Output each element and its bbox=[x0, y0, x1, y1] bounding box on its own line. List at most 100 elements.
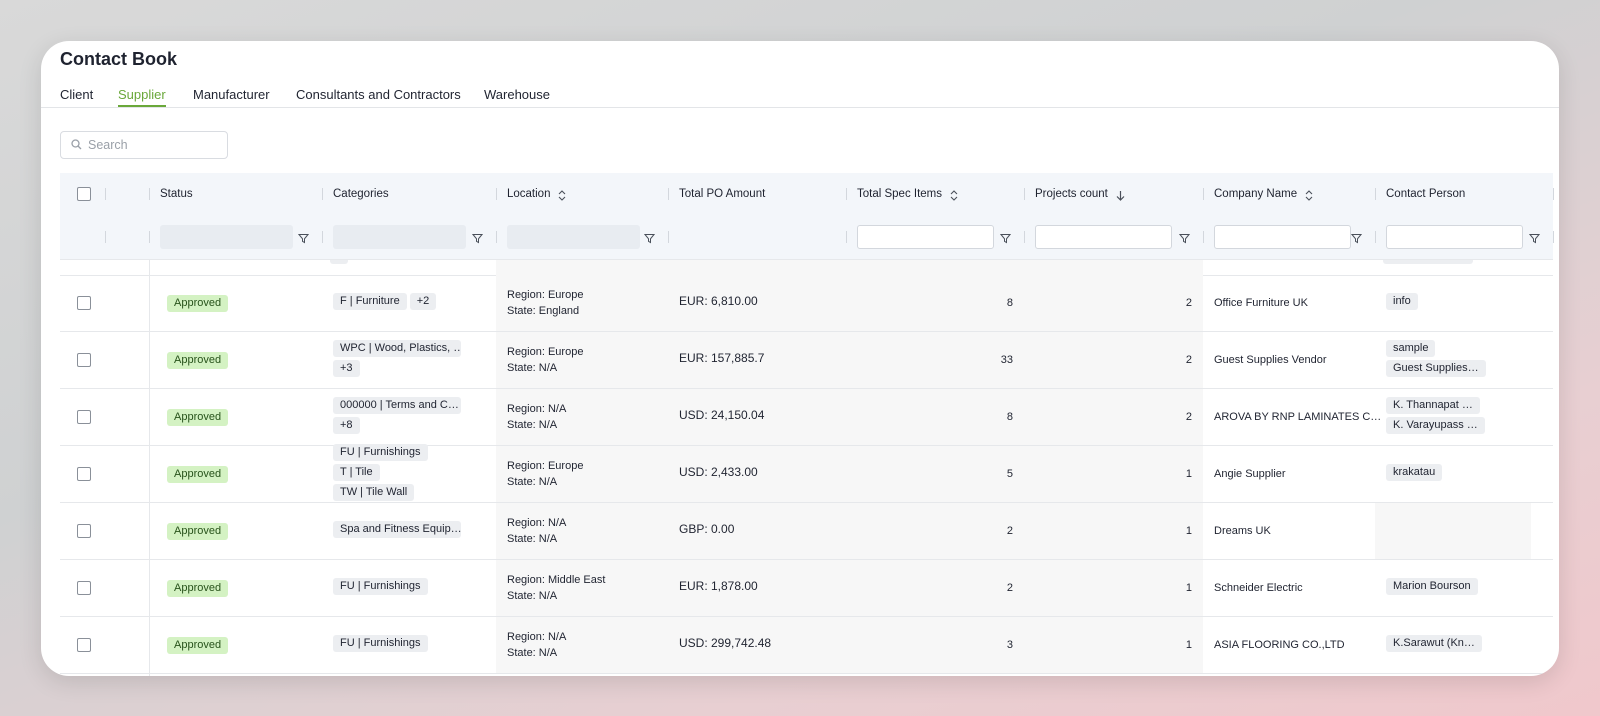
filter-icon[interactable] bbox=[471, 231, 484, 249]
location-line: State: N/A bbox=[507, 590, 558, 602]
row-checkbox[interactable] bbox=[77, 467, 91, 481]
category-tag: +2 bbox=[409, 293, 437, 310]
contact-tags: Marion Bourson bbox=[1386, 578, 1481, 598]
cell-bg bbox=[668, 332, 846, 388]
projects-count: 2 bbox=[1185, 411, 1192, 423]
category-tag: FU | Furnishings bbox=[333, 635, 428, 652]
total-po-amount: USD: 299,742.48 bbox=[679, 636, 772, 650]
cell-bg bbox=[668, 275, 846, 331]
table-row: Approved F | Furniture +2 Region: Europe Sta… bbox=[60, 275, 1553, 332]
row-checkbox[interactable] bbox=[77, 638, 91, 652]
cell-bg bbox=[846, 389, 1024, 445]
category-tags: WPC | Wood, Plastics, … +3 bbox=[333, 340, 465, 380]
tag-fragment bbox=[1383, 260, 1473, 264]
select-all-checkbox[interactable] bbox=[77, 187, 91, 201]
location-line: State: N/A bbox=[507, 533, 558, 545]
column-divider bbox=[1375, 188, 1376, 200]
contact-tag: Guest Supplies… bbox=[1386, 360, 1486, 377]
filter-input[interactable] bbox=[507, 225, 640, 249]
filter-icon[interactable] bbox=[999, 231, 1012, 249]
contact-tag: Marion Bourson bbox=[1386, 578, 1478, 595]
status-tag: Approved bbox=[167, 294, 229, 312]
sort-icon[interactable] bbox=[558, 188, 566, 206]
column-header: Categories bbox=[333, 188, 389, 200]
tab[interactable]: Manufacturer bbox=[193, 87, 270, 102]
status-tag: Approved bbox=[167, 636, 229, 654]
cell-bg bbox=[496, 260, 668, 275]
filter-icon-glyph bbox=[643, 234, 656, 244]
total-spec-items: 2 bbox=[1006, 582, 1013, 594]
cell-bg bbox=[1024, 260, 1203, 275]
filter-input[interactable] bbox=[1035, 225, 1172, 249]
total-spec-items: 5 bbox=[1006, 468, 1013, 480]
sort-icon[interactable] bbox=[1116, 188, 1125, 206]
status-tag: Approved bbox=[167, 408, 229, 426]
contact-tag: K.Sarawut (Kn… bbox=[1386, 635, 1482, 652]
cell-bg bbox=[668, 389, 846, 445]
filter-input[interactable] bbox=[160, 225, 293, 249]
row-checkbox[interactable] bbox=[77, 524, 91, 538]
contact-tags: K.Sarawut (Kn… bbox=[1386, 635, 1485, 655]
table-row: Approved FU | Furnishings Region: Middle E… bbox=[60, 560, 1553, 617]
filter-input[interactable] bbox=[857, 225, 994, 249]
location-line: State: N/A bbox=[507, 362, 558, 374]
row-checkbox[interactable] bbox=[77, 581, 91, 595]
column-divider bbox=[846, 188, 847, 200]
cell-bg bbox=[1024, 332, 1203, 388]
cell-bg bbox=[668, 617, 846, 673]
category-tag: T | Tile bbox=[333, 464, 380, 481]
category-tag: FU | Furnishings bbox=[333, 444, 428, 461]
location-line: Region: N/A bbox=[507, 631, 567, 643]
sort-icon[interactable] bbox=[1305, 188, 1313, 206]
category-tag: 000000 | Terms and C… bbox=[333, 397, 461, 414]
cell-bg bbox=[846, 260, 1024, 275]
filter-icon[interactable] bbox=[297, 231, 310, 249]
filter-input[interactable] bbox=[1214, 225, 1351, 249]
row-checkbox[interactable] bbox=[77, 410, 91, 424]
table-row: Approved FU | Furnishings Region: N/A State… bbox=[60, 617, 1553, 674]
row-checkbox[interactable] bbox=[77, 296, 91, 310]
tag-fragment bbox=[330, 260, 348, 264]
cell-bg bbox=[496, 332, 668, 388]
sort-icon-glyph bbox=[558, 190, 566, 201]
projects-count: 1 bbox=[1185, 582, 1192, 594]
contact-tags: krakatau bbox=[1386, 464, 1445, 484]
location-line: State: N/A bbox=[507, 647, 558, 659]
column-divider bbox=[105, 188, 106, 200]
filter-icon[interactable] bbox=[1528, 231, 1541, 249]
filter-icon[interactable] bbox=[1350, 231, 1363, 249]
tab[interactable]: Warehouse bbox=[484, 87, 550, 102]
sort-icon[interactable] bbox=[950, 188, 958, 206]
tab[interactable]: Client bbox=[60, 87, 94, 102]
column-divider bbox=[105, 231, 106, 243]
tab[interactable]: Consultants and Contractors bbox=[296, 87, 461, 102]
contact-tag: krakatau bbox=[1386, 464, 1443, 481]
cell-bg bbox=[846, 617, 1024, 673]
company-name: Guest Supplies Vendor bbox=[1214, 354, 1327, 366]
filter-input[interactable] bbox=[333, 225, 466, 249]
category-tags: FU | Furnishings bbox=[333, 578, 465, 598]
company-name: Dreams UK bbox=[1214, 525, 1271, 537]
column-header: Projects count bbox=[1035, 188, 1108, 200]
contact-tags: sample Guest Supplies… bbox=[1386, 340, 1489, 380]
location-line: State: England bbox=[507, 305, 580, 317]
location-line: State: N/A bbox=[507, 476, 558, 488]
search-box[interactable]: Search bbox=[60, 131, 228, 159]
location: Region: Europe State: N/A bbox=[507, 344, 583, 376]
row-checkbox[interactable] bbox=[77, 353, 91, 367]
filter-input[interactable] bbox=[1386, 225, 1523, 249]
filter-icon[interactable] bbox=[643, 231, 656, 249]
contact-tag: K. Varayupass … bbox=[1386, 417, 1485, 434]
contact-book-card: Contact Book Search Status Categories Loca… bbox=[41, 41, 1559, 676]
cell-bg bbox=[1024, 560, 1203, 616]
total-spec-items: 2 bbox=[1006, 525, 1013, 537]
total-po-amount: USD: 2,433.00 bbox=[679, 465, 758, 479]
tab[interactable]: Supplier bbox=[118, 87, 166, 107]
column-divider bbox=[322, 188, 323, 200]
column-header: Location bbox=[507, 188, 551, 200]
filter-icon[interactable] bbox=[1178, 231, 1191, 249]
filter-icon-glyph bbox=[1178, 234, 1191, 244]
column-divider bbox=[1553, 231, 1554, 243]
column-divider bbox=[1553, 188, 1554, 200]
filter-icon-glyph bbox=[471, 234, 484, 244]
